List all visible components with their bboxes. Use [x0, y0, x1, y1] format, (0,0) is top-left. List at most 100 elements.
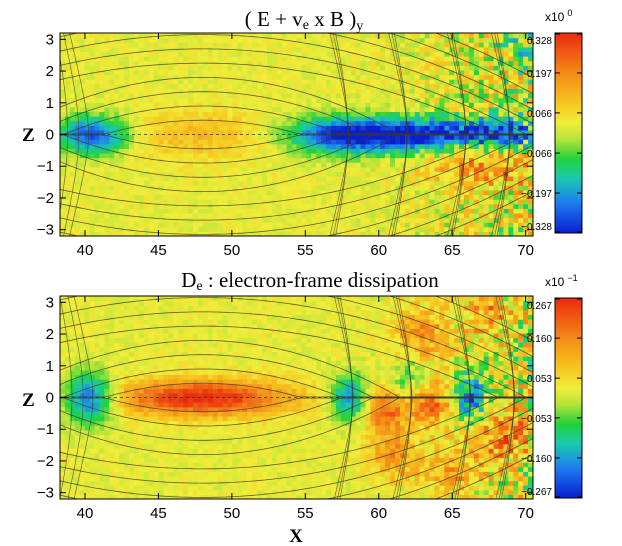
heatmap-cell — [94, 319, 101, 325]
heatmap-cell — [439, 226, 445, 232]
heatmap-cell — [301, 51, 307, 57]
heatmap-cell — [439, 65, 445, 71]
heatmap-cell — [395, 65, 401, 71]
heatmap-cell — [242, 33, 248, 39]
heatmap-cell — [459, 51, 465, 57]
heatmap-cell — [178, 74, 184, 80]
heatmap-cell — [483, 65, 490, 71]
heatmap-cell — [385, 69, 391, 76]
heatmap-cell — [301, 152, 307, 159]
heatmap-cell — [513, 166, 519, 173]
heatmap-cell — [493, 65, 500, 71]
heatmap-cell — [217, 143, 224, 149]
heatmap-cell — [454, 92, 460, 99]
heatmap-cell — [99, 457, 105, 463]
heatmap-cell — [370, 143, 376, 149]
heatmap-cell — [409, 74, 416, 80]
heatmap-cell — [498, 226, 505, 232]
heatmap-cell — [119, 222, 125, 228]
heatmap-cell — [281, 226, 288, 232]
heatmap-cell — [434, 116, 440, 122]
heatmap-cell — [301, 134, 307, 140]
heatmap-cell — [424, 42, 431, 48]
heatmap-cell — [60, 171, 66, 177]
heatmap-cell — [119, 457, 125, 463]
heatmap-cell — [281, 65, 288, 71]
heatmap-cell — [508, 134, 514, 140]
heatmap-cell — [528, 176, 533, 182]
heatmap-cell — [385, 83, 391, 89]
heatmap-cell — [79, 388, 86, 394]
heatmap-cell — [138, 189, 145, 196]
heatmap-cell — [395, 208, 401, 214]
heatmap-cell — [498, 152, 505, 159]
heatmap-cell — [375, 37, 381, 43]
heatmap-cell — [473, 162, 480, 168]
heatmap-cell — [128, 337, 135, 343]
heatmap-cell — [222, 65, 229, 71]
heatmap-cell — [439, 42, 445, 48]
heatmap-cell — [321, 92, 327, 99]
heatmap-cell — [104, 489, 110, 495]
heatmap-cell — [99, 452, 105, 459]
heatmap-cell — [109, 480, 115, 486]
heatmap-cell — [74, 328, 81, 334]
heatmap-cell — [478, 203, 485, 209]
heatmap-cell — [508, 46, 514, 53]
heatmap-cell — [528, 222, 533, 228]
heatmap-cell — [89, 296, 96, 302]
heatmap-cell — [316, 120, 322, 126]
heatmap-cell — [301, 208, 307, 214]
heatmap-cell — [439, 69, 445, 76]
heatmap-cell — [419, 129, 426, 136]
heatmap-cell — [276, 162, 283, 168]
heatmap-cell — [64, 79, 71, 85]
heatmap-cell — [114, 457, 120, 463]
heatmap-cell — [326, 79, 332, 85]
heatmap-cell — [503, 199, 509, 205]
heatmap-cell — [173, 116, 179, 122]
heatmap-cell — [296, 157, 303, 163]
heatmap-cell — [365, 152, 372, 159]
heatmap-cell — [84, 443, 91, 449]
heatmap-cell — [128, 212, 135, 219]
heatmap-cell — [227, 176, 234, 182]
heatmap-cell — [114, 203, 120, 209]
heatmap-cell — [124, 300, 130, 306]
heatmap-cell — [60, 92, 66, 99]
heatmap-cell — [439, 125, 445, 131]
heatmap-cell — [473, 42, 480, 48]
heatmap-cell — [390, 208, 396, 214]
heatmap-cell — [257, 106, 263, 113]
heatmap-cell — [326, 162, 332, 168]
heatmap-cell — [114, 212, 120, 219]
heatmap-cell — [188, 69, 194, 76]
heatmap-cell — [311, 176, 317, 182]
heatmap-cell — [197, 134, 204, 140]
heatmap-cell — [109, 143, 115, 149]
heatmap-cell — [222, 212, 229, 219]
heatmap-cell — [345, 148, 352, 154]
heatmap-cell — [311, 148, 317, 154]
heatmap-cell — [262, 212, 268, 219]
heatmap-cell — [449, 134, 455, 140]
heatmap-cell — [202, 92, 209, 99]
heatmap-cell — [69, 300, 76, 306]
heatmap-cell — [158, 56, 165, 62]
heatmap-cell — [316, 166, 322, 173]
heatmap-cell — [395, 56, 401, 62]
heatmap-cell — [173, 157, 179, 163]
heatmap-cell — [69, 365, 76, 371]
heatmap-cell — [148, 208, 155, 214]
heatmap-cell — [119, 360, 125, 366]
heatmap-cell — [183, 65, 189, 71]
heatmap-cell — [69, 346, 76, 352]
heatmap-cell — [493, 116, 500, 122]
heatmap-cell — [133, 106, 140, 113]
heatmap-cell — [518, 208, 524, 214]
heatmap-cell — [326, 60, 332, 66]
heatmap-cell — [395, 88, 401, 94]
heatmap-cell — [148, 120, 155, 126]
colorbar-scale: x10 0 — [545, 8, 572, 24]
heatmap-cell — [148, 102, 155, 108]
